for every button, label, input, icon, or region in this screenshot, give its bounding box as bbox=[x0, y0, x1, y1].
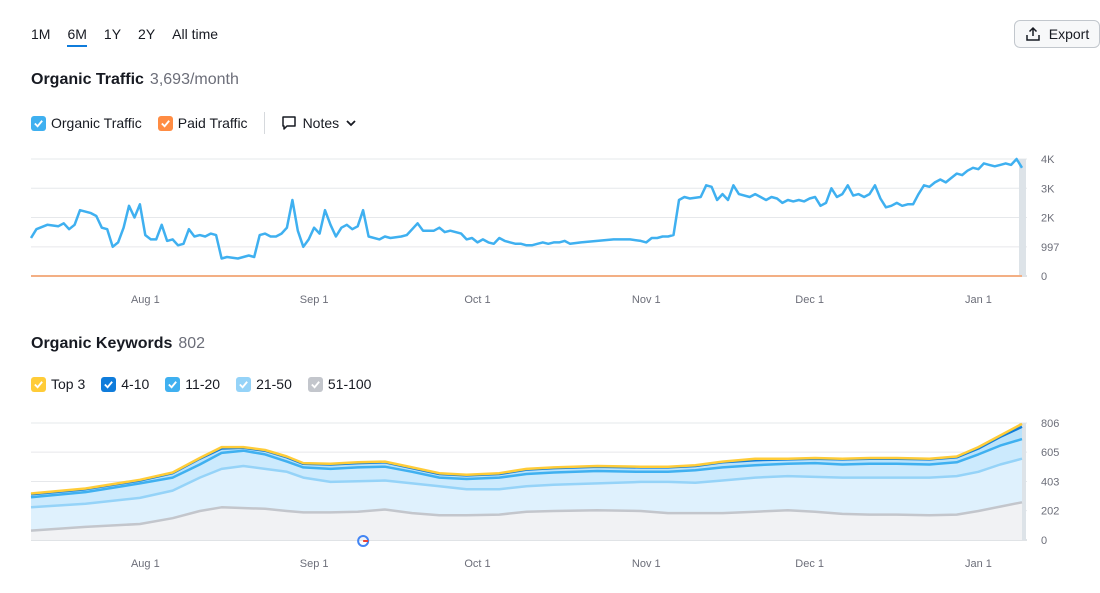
legend-label: 4-10 bbox=[121, 376, 150, 392]
organic-keywords-count: 802 bbox=[178, 335, 206, 352]
checkbox-21-50[interactable] bbox=[236, 376, 252, 392]
check-icon bbox=[34, 119, 43, 128]
legend-organic-traffic[interactable]: Organic Traffic bbox=[31, 115, 142, 131]
legend-label: Paid Traffic bbox=[177, 115, 248, 131]
range-tab-1m[interactable]: 1M bbox=[31, 26, 51, 42]
x-tick-label: Nov 1 bbox=[632, 294, 661, 306]
range-tabs: 1M 6M 1Y 2Y All time bbox=[31, 26, 235, 47]
range-tab-6m[interactable]: 6M bbox=[67, 26, 87, 47]
y-tick-label: 0 bbox=[1041, 535, 1047, 547]
legend-11-20[interactable]: 11-20 bbox=[165, 376, 220, 392]
legend-label: Top 3 bbox=[51, 376, 86, 392]
checkbox-51-100[interactable] bbox=[307, 376, 323, 392]
checkbox-4-10[interactable] bbox=[101, 376, 117, 392]
y-tick-label: 4K bbox=[1041, 154, 1055, 166]
x-tick-label: Oct 1 bbox=[464, 558, 490, 570]
series-line-21-50 bbox=[30, 457, 1023, 509]
check-icon bbox=[34, 380, 43, 389]
checkbox-paid-traffic[interactable] bbox=[157, 115, 173, 131]
legend-top-3[interactable]: Top 3 bbox=[31, 376, 85, 392]
x-tick-label: Dec 1 bbox=[795, 558, 824, 570]
y-tick-label: 605 bbox=[1041, 447, 1059, 459]
traffic-legend: Organic Traffic Paid Traffic Notes bbox=[31, 112, 357, 134]
export-button[interactable]: Export bbox=[1014, 20, 1100, 48]
range-tab-2y[interactable]: 2Y bbox=[138, 26, 156, 42]
y-tick-label: 0 bbox=[1041, 271, 1047, 283]
y-tick-label: 997 bbox=[1041, 242, 1059, 254]
google-icon bbox=[357, 535, 370, 547]
export-icon bbox=[1026, 26, 1040, 41]
x-tick-label: Sep 1 bbox=[300, 558, 329, 570]
chevron-down-icon bbox=[346, 120, 356, 127]
series-line-organic-traffic bbox=[29, 157, 1024, 260]
legend-paid-traffic[interactable]: Paid Traffic bbox=[157, 115, 248, 131]
range-tab-1y[interactable]: 1Y bbox=[103, 26, 122, 42]
legend-label: 21-50 bbox=[256, 376, 292, 392]
organic-keywords-title: Organic Keywords 802 bbox=[31, 335, 205, 353]
x-tick-label: Jan 1 bbox=[965, 294, 992, 306]
legend-4-10[interactable]: 4-10 bbox=[101, 376, 149, 392]
legend-label: Organic Traffic bbox=[51, 115, 142, 131]
check-icon bbox=[104, 380, 114, 389]
organic-traffic-count: 3,693/month bbox=[149, 71, 239, 88]
series-line-51-100 bbox=[30, 501, 1023, 532]
organic-keywords-title-text: Organic Keywords bbox=[31, 335, 173, 352]
legend-label: 11-20 bbox=[185, 376, 221, 392]
organic-traffic-title: Organic Traffic 3,693/month bbox=[31, 71, 239, 89]
legend-label: 51-100 bbox=[327, 376, 372, 392]
checkbox-11-20[interactable] bbox=[165, 376, 181, 392]
legend-51-100[interactable]: 51-100 bbox=[307, 376, 372, 392]
y-tick-label: 202 bbox=[1041, 506, 1059, 518]
keywords-legend: Top 3 4-10 11-20 21-50 51-100 bbox=[31, 376, 387, 392]
organic-keywords-chart[interactable]: 0 202 403 605 806 Aug 1 Sep 1 Oct 1 Nov 1 Dec 1 Ja… bbox=[0, 412, 1100, 572]
checkbox-organic-traffic[interactable] bbox=[31, 115, 46, 131]
check-icon bbox=[168, 380, 178, 389]
current-period-shade bbox=[1019, 159, 1026, 276]
range-tab-all-time[interactable]: All time bbox=[172, 26, 219, 42]
x-tick-label: Sep 1 bbox=[300, 294, 329, 306]
organic-traffic-title-text: Organic Traffic bbox=[31, 71, 144, 88]
current-period-shade bbox=[1019, 423, 1026, 540]
x-tick-label: Nov 1 bbox=[632, 558, 661, 570]
series-line-11-20 bbox=[30, 437, 1023, 499]
x-tick-label: Aug 1 bbox=[131, 558, 160, 570]
check-icon bbox=[311, 380, 320, 389]
notes-label: Notes bbox=[302, 115, 340, 131]
series-line-top-3 bbox=[30, 422, 1023, 495]
x-tick-label: Jan 1 bbox=[965, 558, 992, 570]
check-icon bbox=[239, 380, 248, 389]
organic-traffic-chart[interactable]: 0 997 2K 3K 4K Aug 1 Sep 1 Oct 1 Nov 1 Dec 1 Jan 1 bbox=[0, 148, 1100, 308]
x-tick-label: Oct 1 bbox=[464, 294, 490, 306]
legend-divider bbox=[263, 112, 265, 134]
comment-icon bbox=[281, 116, 296, 130]
x-tick-label: Aug 1 bbox=[131, 294, 160, 306]
export-label: Export bbox=[1048, 26, 1090, 42]
checkbox-top-3[interactable] bbox=[31, 376, 46, 392]
y-tick-label: 403 bbox=[1041, 477, 1059, 489]
y-tick-label: 806 bbox=[1041, 418, 1059, 430]
x-tick-label: Dec 1 bbox=[795, 294, 824, 306]
legend-21-50[interactable]: 21-50 bbox=[236, 376, 292, 392]
y-tick-label: 2K bbox=[1041, 213, 1055, 225]
check-icon bbox=[160, 119, 170, 128]
notes-dropdown[interactable]: Notes bbox=[281, 115, 358, 131]
y-tick-label: 3K bbox=[1041, 183, 1055, 195]
